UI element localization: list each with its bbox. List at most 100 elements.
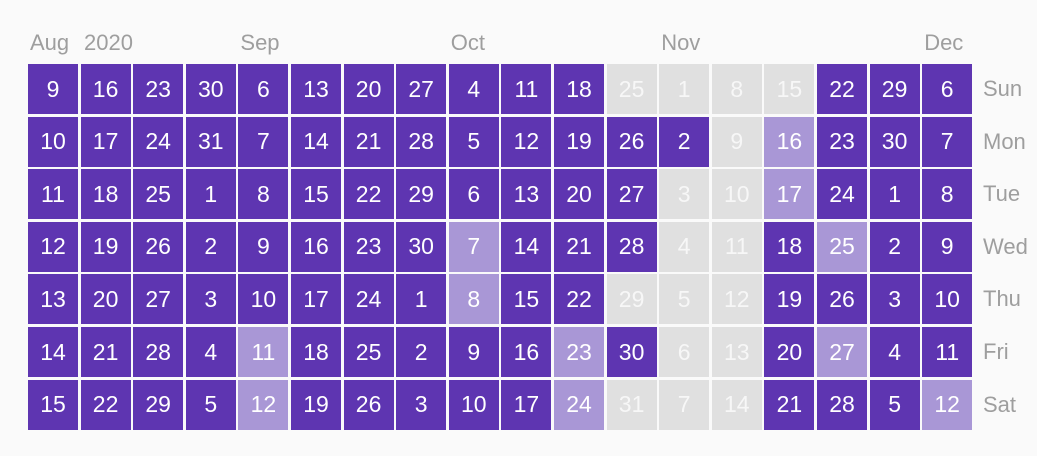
day-cell[interactable]: 7: [922, 116, 973, 167]
day-cell[interactable]: 30: [869, 116, 920, 167]
day-cell[interactable]: 3: [869, 274, 920, 325]
day-cell[interactable]: 8: [448, 274, 499, 325]
day-cell[interactable]: 1: [185, 169, 236, 220]
day-cell[interactable]: 10: [448, 379, 499, 430]
day-cell[interactable]: 23: [817, 116, 867, 167]
day-cell[interactable]: 20: [764, 327, 815, 377]
day-cell[interactable]: 4: [659, 221, 710, 272]
day-cell[interactable]: 18: [554, 64, 604, 114]
day-cell[interactable]: 28: [396, 116, 447, 167]
day-cell[interactable]: 3: [185, 274, 236, 325]
day-cell[interactable]: 23: [554, 327, 604, 377]
day-cell[interactable]: 20: [554, 169, 604, 220]
day-cell[interactable]: 15: [291, 169, 341, 220]
day-cell[interactable]: 19: [764, 274, 815, 325]
day-cell[interactable]: 17: [291, 274, 341, 325]
day-cell[interactable]: 27: [396, 64, 447, 114]
day-cell[interactable]: 16: [501, 327, 552, 377]
day-cell[interactable]: 26: [133, 221, 184, 272]
day-cell[interactable]: 13: [501, 169, 552, 220]
day-cell[interactable]: 10: [238, 274, 289, 325]
day-cell[interactable]: 22: [80, 379, 131, 430]
day-cell[interactable]: 11: [28, 169, 78, 220]
day-cell[interactable]: 26: [606, 116, 657, 167]
day-cell[interactable]: 9: [922, 221, 973, 272]
day-cell[interactable]: 25: [133, 169, 184, 220]
day-cell[interactable]: 17: [501, 379, 552, 430]
day-cell[interactable]: 16: [80, 64, 131, 114]
day-cell[interactable]: 18: [764, 221, 815, 272]
day-cell[interactable]: 7: [238, 116, 289, 167]
day-cell[interactable]: 9: [711, 116, 762, 167]
day-cell[interactable]: 19: [291, 379, 341, 430]
day-cell[interactable]: 25: [817, 221, 867, 272]
day-cell[interactable]: 20: [80, 274, 131, 325]
day-cell[interactable]: 10: [922, 274, 973, 325]
day-cell[interactable]: 28: [817, 379, 867, 430]
day-cell[interactable]: 12: [28, 221, 78, 272]
day-cell[interactable]: 2: [185, 221, 236, 272]
day-cell[interactable]: 4: [448, 64, 499, 114]
day-cell[interactable]: 23: [133, 64, 184, 114]
day-cell[interactable]: 16: [291, 221, 341, 272]
day-cell[interactable]: 18: [80, 169, 131, 220]
day-cell[interactable]: 7: [448, 221, 499, 272]
day-cell[interactable]: 11: [711, 221, 762, 272]
day-cell[interactable]: 11: [238, 327, 289, 377]
day-cell[interactable]: 14: [501, 221, 552, 272]
day-cell[interactable]: 26: [817, 274, 867, 325]
day-cell[interactable]: 11: [501, 64, 552, 114]
day-cell[interactable]: 27: [133, 274, 184, 325]
day-cell[interactable]: 21: [80, 327, 131, 377]
day-cell[interactable]: 29: [869, 64, 920, 114]
day-cell[interactable]: 8: [922, 169, 973, 220]
day-cell[interactable]: 5: [185, 379, 236, 430]
day-cell[interactable]: 27: [606, 169, 657, 220]
day-cell[interactable]: 24: [817, 169, 867, 220]
day-cell[interactable]: 23: [343, 221, 394, 272]
day-cell[interactable]: 19: [80, 221, 131, 272]
day-cell[interactable]: 5: [659, 274, 710, 325]
day-cell[interactable]: 11: [922, 327, 973, 377]
day-cell[interactable]: 5: [869, 379, 920, 430]
day-cell[interactable]: 10: [28, 116, 78, 167]
day-cell[interactable]: 8: [711, 64, 762, 114]
day-cell[interactable]: 1: [869, 169, 920, 220]
day-cell[interactable]: 8: [238, 169, 289, 220]
day-cell[interactable]: 12: [501, 116, 552, 167]
day-cell[interactable]: 29: [606, 274, 657, 325]
day-cell[interactable]: 2: [396, 327, 447, 377]
day-cell[interactable]: 29: [396, 169, 447, 220]
day-cell[interactable]: 26: [343, 379, 394, 430]
day-cell[interactable]: 14: [291, 116, 341, 167]
day-cell[interactable]: 30: [185, 64, 236, 114]
day-cell[interactable]: 31: [185, 116, 236, 167]
day-cell[interactable]: 24: [133, 116, 184, 167]
day-cell[interactable]: 30: [606, 327, 657, 377]
day-cell[interactable]: 22: [343, 169, 394, 220]
day-cell[interactable]: 24: [554, 379, 604, 430]
day-cell[interactable]: 22: [817, 64, 867, 114]
day-cell[interactable]: 21: [343, 116, 394, 167]
day-cell[interactable]: 22: [554, 274, 604, 325]
day-cell[interactable]: 20: [343, 64, 394, 114]
day-cell[interactable]: 9: [448, 327, 499, 377]
day-cell[interactable]: 9: [238, 221, 289, 272]
day-cell[interactable]: 12: [711, 274, 762, 325]
day-cell[interactable]: 4: [869, 327, 920, 377]
day-cell[interactable]: 27: [817, 327, 867, 377]
day-cell[interactable]: 31: [606, 379, 657, 430]
day-cell[interactable]: 28: [606, 221, 657, 272]
day-cell[interactable]: 30: [396, 221, 447, 272]
day-cell[interactable]: 1: [659, 64, 710, 114]
day-cell[interactable]: 5: [448, 116, 499, 167]
day-cell[interactable]: 14: [711, 379, 762, 430]
day-cell[interactable]: 24: [343, 274, 394, 325]
day-cell[interactable]: 15: [28, 379, 78, 430]
day-cell[interactable]: 6: [659, 327, 710, 377]
day-cell[interactable]: 13: [28, 274, 78, 325]
day-cell[interactable]: 19: [554, 116, 604, 167]
day-cell[interactable]: 18: [291, 327, 341, 377]
day-cell[interactable]: 3: [659, 169, 710, 220]
day-cell[interactable]: 4: [185, 327, 236, 377]
